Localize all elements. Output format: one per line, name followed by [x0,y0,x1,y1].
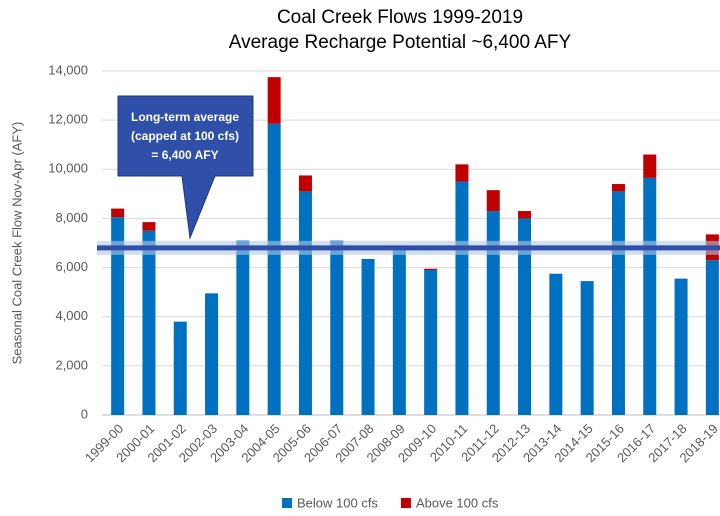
bar-segment [267,77,281,124]
bar-segment [549,273,563,415]
bar-segment [361,258,375,415]
bar-segment [236,240,250,415]
bar-segment [392,247,406,415]
y-axis-label: Seasonal Coal Creek Flow Nov-Apr (AFY) [9,122,24,365]
bar-segment [611,184,625,192]
bar-segment [643,154,657,178]
bar-segment [142,230,156,415]
y-tick-label: 12,000 [48,112,88,127]
callout-text: (capped at 100 cfs) [131,129,239,143]
bar-segment [518,218,532,415]
legend-label: Below 100 cfs [297,495,378,510]
legend-swatch [400,498,411,508]
bar-segment [643,177,657,415]
bar-segment [298,175,312,192]
bar-segment [173,321,187,415]
bar-segment [298,191,312,415]
bar-segment [330,240,344,415]
callout-box [117,95,254,240]
bar-segment [424,270,438,415]
bar-segment [486,211,500,415]
callout-text: = 6,400 AFY [151,148,218,162]
bar-segment [142,222,156,231]
bar-segment [111,217,125,415]
bar-segment [611,191,625,415]
callout-text: Long-term average [131,110,239,124]
legend-label: Above 100 cfs [416,495,499,510]
bar-segment [705,260,719,415]
chart-subtitle: Average Recharge Potential ~6,400 AFY [229,32,572,53]
bar-segment [267,123,281,415]
y-tick-label: 8,000 [55,210,88,225]
y-tick-label: 6,000 [55,259,88,274]
y-tick-label: 2,000 [55,357,88,372]
bar-segment [455,164,469,182]
bar-segment [580,281,594,415]
bar-segment [486,190,500,212]
bar-segment [111,208,125,218]
legend-swatch [282,498,292,508]
y-tick-label: 0 [81,406,88,421]
y-tick-label: 10,000 [48,161,88,176]
bar-segment [205,293,219,415]
y-tick-label: 4,000 [55,308,88,323]
bar-segment [674,278,688,415]
chart-title: Coal Creek Flows 1999-2019 [277,7,523,28]
bar-segment [455,181,469,415]
bar-segment [518,211,532,219]
y-tick-label: 14,000 [48,62,88,77]
bar-segment [424,268,438,271]
